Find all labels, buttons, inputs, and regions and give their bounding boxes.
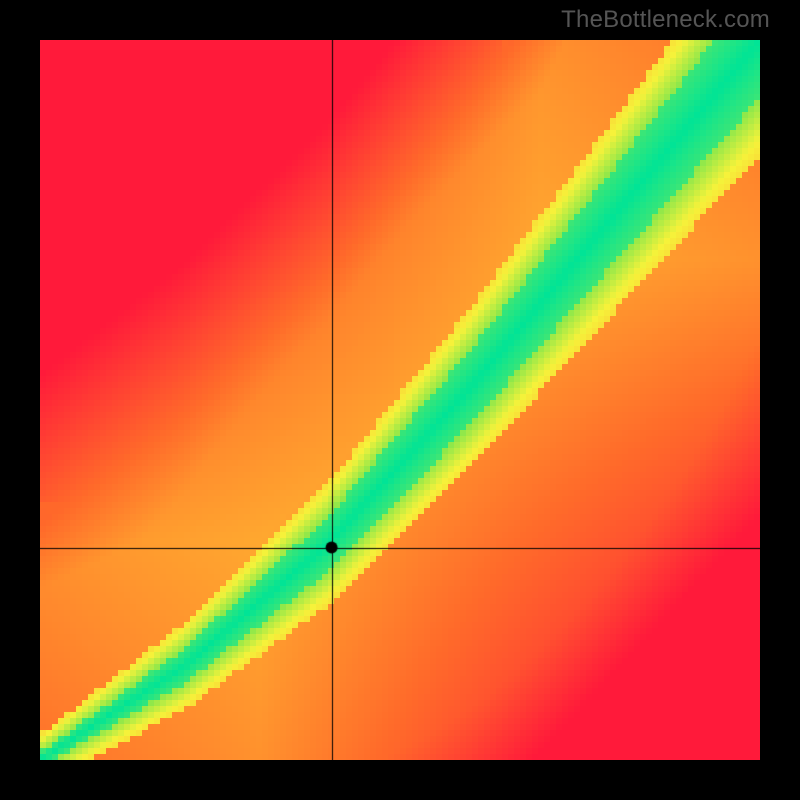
watermark-text: TheBottleneck.com: [561, 6, 770, 34]
crosshair-overlay: [40, 40, 760, 760]
chart-container: TheBottleneck.com: [0, 0, 800, 800]
